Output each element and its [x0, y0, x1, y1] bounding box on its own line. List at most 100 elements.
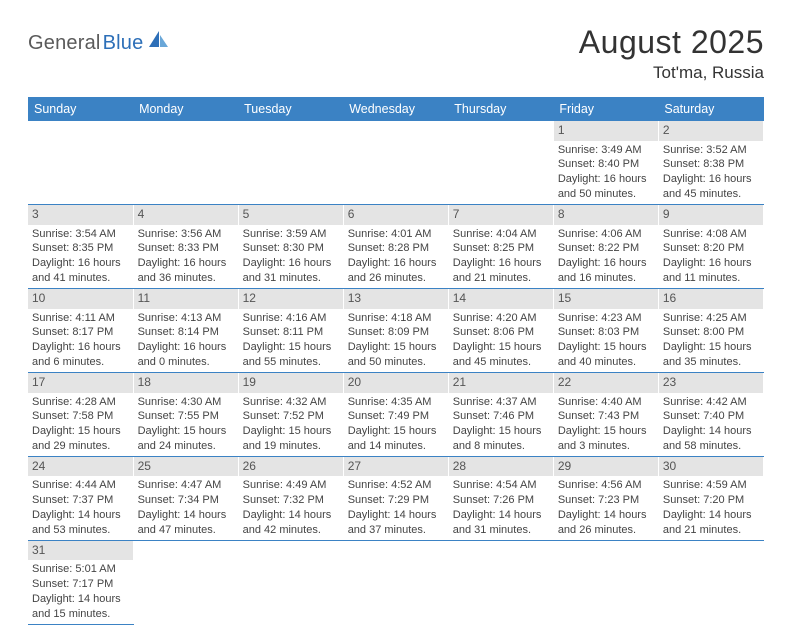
day-number: 21 — [449, 373, 553, 393]
logo-text-blue: Blue — [103, 32, 144, 55]
weekday-header: Saturday — [658, 97, 763, 121]
weekday-header: Tuesday — [238, 97, 343, 121]
calendar-row: 10Sunrise: 4:11 AMSunset: 8:17 PMDayligh… — [28, 288, 764, 372]
day-info: Sunrise: 4:04 AMSunset: 8:25 PMDaylight:… — [449, 225, 553, 288]
day-info: Sunrise: 4:35 AMSunset: 7:49 PMDaylight:… — [344, 393, 448, 456]
calendar-cell — [343, 121, 448, 204]
day-number: 12 — [239, 289, 343, 309]
day-info: Sunrise: 3:59 AMSunset: 8:30 PMDaylight:… — [239, 225, 343, 288]
day-info: Sunrise: 4:13 AMSunset: 8:14 PMDaylight:… — [134, 309, 238, 372]
day-number: 30 — [659, 457, 763, 477]
calendar-cell: 23Sunrise: 4:42 AMSunset: 7:40 PMDayligh… — [658, 372, 763, 456]
day-number: 31 — [28, 541, 133, 561]
month-title: August 2025 — [579, 24, 764, 61]
day-info: Sunrise: 4:01 AMSunset: 8:28 PMDaylight:… — [344, 225, 448, 288]
calendar-cell: 22Sunrise: 4:40 AMSunset: 7:43 PMDayligh… — [553, 372, 658, 456]
day-info: Sunrise: 4:44 AMSunset: 7:37 PMDaylight:… — [28, 476, 133, 539]
day-info: Sunrise: 4:16 AMSunset: 8:11 PMDaylight:… — [239, 309, 343, 372]
calendar-cell: 21Sunrise: 4:37 AMSunset: 7:46 PMDayligh… — [448, 372, 553, 456]
calendar-cell: 29Sunrise: 4:56 AMSunset: 7:23 PMDayligh… — [553, 456, 658, 540]
day-info: Sunrise: 4:59 AMSunset: 7:20 PMDaylight:… — [659, 476, 763, 539]
day-info: Sunrise: 4:08 AMSunset: 8:20 PMDaylight:… — [659, 225, 763, 288]
day-info: Sunrise: 4:40 AMSunset: 7:43 PMDaylight:… — [554, 393, 658, 456]
calendar-cell: 16Sunrise: 4:25 AMSunset: 8:00 PMDayligh… — [658, 288, 763, 372]
calendar-cell: 19Sunrise: 4:32 AMSunset: 7:52 PMDayligh… — [238, 372, 343, 456]
day-info: Sunrise: 4:52 AMSunset: 7:29 PMDaylight:… — [344, 476, 448, 539]
day-number: 13 — [344, 289, 448, 309]
calendar-cell: 15Sunrise: 4:23 AMSunset: 8:03 PMDayligh… — [553, 288, 658, 372]
calendar-cell: 9Sunrise: 4:08 AMSunset: 8:20 PMDaylight… — [658, 204, 763, 288]
calendar-cell — [28, 121, 133, 204]
day-number: 22 — [554, 373, 658, 393]
logo-text-general: General — [28, 32, 101, 55]
day-number: 2 — [659, 121, 763, 141]
calendar-row: 17Sunrise: 4:28 AMSunset: 7:58 PMDayligh… — [28, 372, 764, 456]
header: GeneralBlue August 2025 Tot'ma, Russia — [28, 24, 764, 83]
day-info: Sunrise: 4:56 AMSunset: 7:23 PMDaylight:… — [554, 476, 658, 539]
day-info: Sunrise: 4:06 AMSunset: 8:22 PMDaylight:… — [554, 225, 658, 288]
day-info: Sunrise: 4:23 AMSunset: 8:03 PMDaylight:… — [554, 309, 658, 372]
day-number: 28 — [449, 457, 553, 477]
calendar-cell: 2Sunrise: 3:52 AMSunset: 8:38 PMDaylight… — [658, 121, 763, 204]
day-info: Sunrise: 4:20 AMSunset: 8:06 PMDaylight:… — [449, 309, 553, 372]
day-info: Sunrise: 4:32 AMSunset: 7:52 PMDaylight:… — [239, 393, 343, 456]
day-number: 19 — [239, 373, 343, 393]
day-number: 10 — [28, 289, 133, 309]
calendar-cell: 25Sunrise: 4:47 AMSunset: 7:34 PMDayligh… — [133, 456, 238, 540]
day-number: 25 — [134, 457, 238, 477]
day-info: Sunrise: 3:49 AMSunset: 8:40 PMDaylight:… — [554, 141, 658, 204]
day-number: 18 — [134, 373, 238, 393]
day-info: Sunrise: 4:28 AMSunset: 7:58 PMDaylight:… — [28, 393, 133, 456]
calendar-cell: 12Sunrise: 4:16 AMSunset: 8:11 PMDayligh… — [238, 288, 343, 372]
calendar-body: 1Sunrise: 3:49 AMSunset: 8:40 PMDaylight… — [28, 121, 764, 624]
day-info: Sunrise: 4:49 AMSunset: 7:32 PMDaylight:… — [239, 476, 343, 539]
calendar-cell — [448, 121, 553, 204]
calendar-cell: 27Sunrise: 4:52 AMSunset: 7:29 PMDayligh… — [343, 456, 448, 540]
weekday-header: Monday — [133, 97, 238, 121]
day-number: 23 — [659, 373, 763, 393]
calendar-cell: 6Sunrise: 4:01 AMSunset: 8:28 PMDaylight… — [343, 204, 448, 288]
title-block: August 2025 Tot'ma, Russia — [579, 24, 764, 83]
weekday-header-row: SundayMondayTuesdayWednesdayThursdayFrid… — [28, 97, 764, 121]
day-number: 16 — [659, 289, 763, 309]
day-info: Sunrise: 3:54 AMSunset: 8:35 PMDaylight:… — [28, 225, 133, 288]
day-number: 15 — [554, 289, 658, 309]
day-info: Sunrise: 4:11 AMSunset: 8:17 PMDaylight:… — [28, 309, 133, 372]
calendar-table: SundayMondayTuesdayWednesdayThursdayFrid… — [28, 97, 764, 625]
day-info: Sunrise: 3:52 AMSunset: 8:38 PMDaylight:… — [659, 141, 763, 204]
day-number: 5 — [239, 205, 343, 225]
calendar-cell: 20Sunrise: 4:35 AMSunset: 7:49 PMDayligh… — [343, 372, 448, 456]
weekday-header: Sunday — [28, 97, 133, 121]
day-number: 29 — [554, 457, 658, 477]
day-number: 7 — [449, 205, 553, 225]
calendar-cell: 30Sunrise: 4:59 AMSunset: 7:20 PMDayligh… — [658, 456, 763, 540]
day-info: Sunrise: 4:30 AMSunset: 7:55 PMDaylight:… — [134, 393, 238, 456]
day-info: Sunrise: 4:18 AMSunset: 8:09 PMDaylight:… — [344, 309, 448, 372]
logo: GeneralBlue — [28, 32, 171, 55]
calendar-cell: 1Sunrise: 3:49 AMSunset: 8:40 PMDaylight… — [553, 121, 658, 204]
calendar-cell: 14Sunrise: 4:20 AMSunset: 8:06 PMDayligh… — [448, 288, 553, 372]
day-info: Sunrise: 5:01 AMSunset: 7:17 PMDaylight:… — [28, 560, 133, 623]
day-number: 17 — [28, 373, 133, 393]
day-number: 20 — [344, 373, 448, 393]
day-info: Sunrise: 3:56 AMSunset: 8:33 PMDaylight:… — [134, 225, 238, 288]
day-number: 8 — [554, 205, 658, 225]
day-info: Sunrise: 4:37 AMSunset: 7:46 PMDaylight:… — [449, 393, 553, 456]
day-number: 24 — [28, 457, 133, 477]
calendar-cell: 13Sunrise: 4:18 AMSunset: 8:09 PMDayligh… — [343, 288, 448, 372]
day-number: 14 — [449, 289, 553, 309]
calendar-cell: 8Sunrise: 4:06 AMSunset: 8:22 PMDaylight… — [553, 204, 658, 288]
calendar-cell: 17Sunrise: 4:28 AMSunset: 7:58 PMDayligh… — [28, 372, 133, 456]
weekday-header: Thursday — [448, 97, 553, 121]
calendar-cell: 4Sunrise: 3:56 AMSunset: 8:33 PMDaylight… — [133, 204, 238, 288]
calendar-cell — [133, 121, 238, 204]
day-number: 6 — [344, 205, 448, 225]
calendar-cell: 24Sunrise: 4:44 AMSunset: 7:37 PMDayligh… — [28, 456, 133, 540]
day-info: Sunrise: 4:25 AMSunset: 8:00 PMDaylight:… — [659, 309, 763, 372]
calendar-row: 1Sunrise: 3:49 AMSunset: 8:40 PMDaylight… — [28, 121, 764, 204]
day-number: 27 — [344, 457, 448, 477]
calendar-cell: 5Sunrise: 3:59 AMSunset: 8:30 PMDaylight… — [238, 204, 343, 288]
calendar-cell: 7Sunrise: 4:04 AMSunset: 8:25 PMDaylight… — [448, 204, 553, 288]
calendar-cell: 10Sunrise: 4:11 AMSunset: 8:17 PMDayligh… — [28, 288, 133, 372]
calendar-cell: 11Sunrise: 4:13 AMSunset: 8:14 PMDayligh… — [133, 288, 238, 372]
